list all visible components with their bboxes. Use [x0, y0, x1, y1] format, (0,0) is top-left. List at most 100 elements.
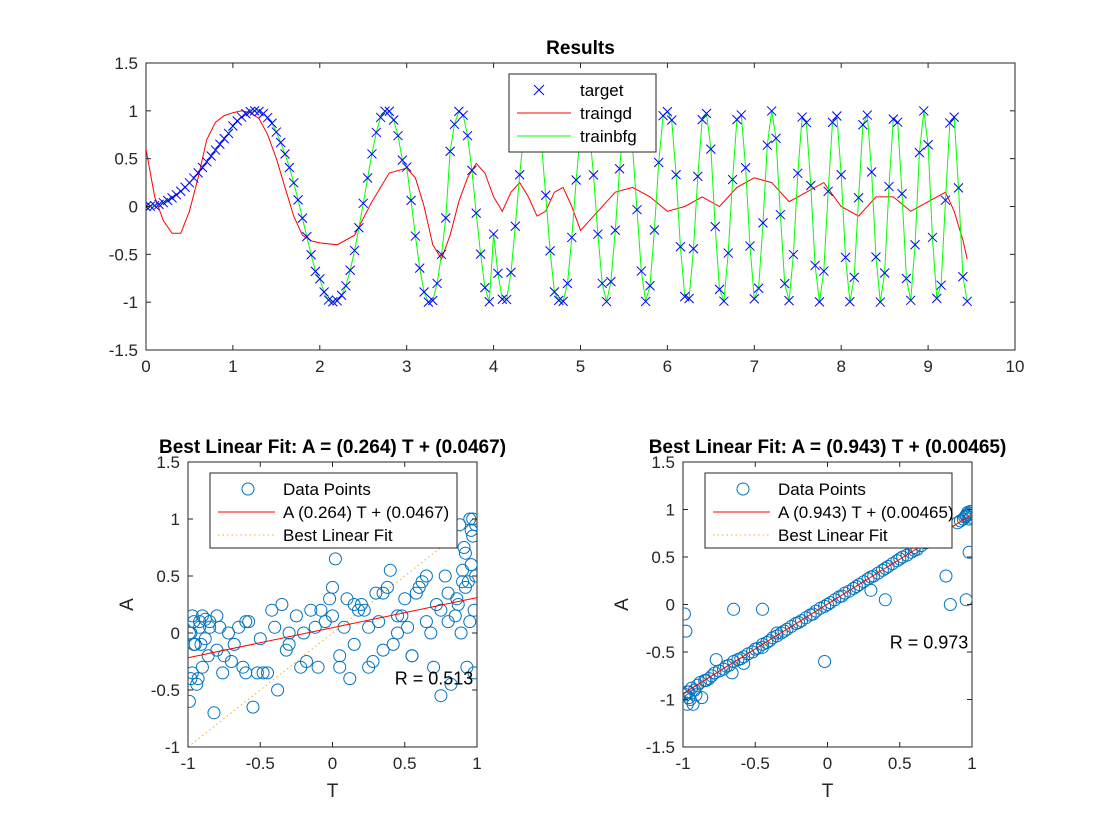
target-point-189	[962, 296, 973, 307]
y-tick-label-1-1: -0.5	[151, 681, 180, 700]
data-point-2-93	[756, 640, 769, 654]
data-point-1-36	[383, 563, 397, 577]
target-point-83	[501, 294, 512, 305]
target-point-62	[410, 231, 421, 241]
data-point-1-23	[289, 609, 303, 623]
target-point-151	[797, 112, 807, 122]
data-point-1-105	[347, 598, 361, 611]
data-point-2-98	[943, 598, 957, 611]
target-point-33	[284, 162, 295, 173]
y-axis-label-1: A	[117, 598, 138, 611]
data-point-1-100	[203, 620, 217, 634]
data-point-2-36	[799, 611, 813, 625]
target-point-28	[262, 112, 273, 123]
y-tick-label-1-4: 1	[171, 510, 180, 529]
target-point-78	[480, 282, 490, 293]
y-tick-label-1-3: 0.5	[156, 567, 180, 586]
target-point-47	[345, 265, 356, 276]
x-axis-label-1: T	[327, 781, 339, 802]
x-tick-label-0-1: 1	[228, 357, 237, 376]
data-point-2-62	[893, 552, 907, 566]
target-point-107	[606, 276, 616, 287]
target-point-169	[875, 297, 886, 307]
target-point-171	[884, 181, 894, 192]
target-point-94	[549, 287, 560, 297]
target-point-120	[662, 106, 673, 117]
x-tick-label-2-1: -0.5	[741, 754, 770, 773]
target-point-59	[397, 155, 408, 165]
target-point-117	[649, 225, 660, 235]
target-point-32	[280, 149, 290, 159]
data-point-1-86	[271, 683, 285, 697]
target-point-173	[892, 117, 903, 128]
plot-area-0	[146, 105, 973, 307]
data-point-1-84	[227, 637, 241, 651]
target-point-154	[810, 260, 820, 271]
x-tick-label-1-1: -0.5	[246, 754, 275, 773]
data-point-1-102	[279, 643, 293, 657]
data-point-1-19	[261, 666, 274, 680]
data-point-1-42	[427, 660, 441, 674]
legend-label-best-fit-1: Best Linear Fit	[283, 526, 393, 545]
data-point-1-119	[405, 649, 419, 663]
target-point-12	[193, 168, 203, 178]
data-point-2-92	[737, 656, 751, 670]
data-point-1-20	[268, 620, 282, 634]
target-point-128	[697, 114, 708, 125]
target-point-57	[388, 115, 399, 125]
data-point-1-61	[201, 649, 215, 663]
target-point-67	[432, 278, 442, 289]
target-point-162	[845, 296, 855, 307]
data-point-1-97	[458, 580, 472, 594]
target-point-55	[380, 106, 390, 117]
target-point-125	[684, 293, 694, 304]
target-point-172	[888, 114, 899, 124]
target-point-17	[215, 139, 225, 150]
x-tick-label-2-2: 0	[823, 754, 832, 773]
data-point-1-53	[464, 558, 477, 572]
data-point-1-56	[454, 626, 468, 640]
target-point-63	[414, 263, 425, 273]
target-point-114	[636, 266, 647, 276]
x-tick-label-0-8: 8	[836, 357, 845, 376]
data-point-2-94	[770, 626, 784, 640]
data-point-1-91	[372, 615, 386, 629]
target-point-49	[354, 222, 364, 233]
best-linear-fit-line-1	[188, 518, 477, 747]
target-point-152	[801, 117, 812, 128]
x-tick-label-2-3: 0.5	[888, 754, 912, 773]
target-point-7	[171, 189, 182, 200]
target-point-76	[471, 208, 482, 218]
data-point-1-68	[308, 620, 322, 634]
data-point-1-75	[409, 586, 423, 600]
r-value-annotation-2: R = 0.973	[890, 633, 969, 653]
data-point-2-82	[683, 607, 691, 621]
data-point-1-38	[398, 592, 412, 606]
target-point-122	[671, 169, 681, 180]
x-tick-label-1-3: 0.5	[393, 754, 417, 773]
y-tick-label-2-5: 1	[666, 501, 675, 520]
chart-panel-0: 0 1 2 3 4 5 6 7 8 9 10 -1.5 -1 -0.5 0 0.5 1 1.5 Results tar…	[109, 38, 1025, 376]
target-point-153	[805, 180, 816, 191]
data-point-1-87	[300, 655, 313, 668]
target-point-73	[458, 110, 469, 121]
data-point-1-3	[188, 694, 196, 708]
target-point-13	[197, 162, 208, 173]
target-point-143	[762, 140, 773, 151]
y-tick-label-0-1: -1	[123, 293, 138, 312]
data-point-1-120	[441, 615, 455, 629]
data-point-1-48	[458, 546, 472, 560]
target-point-113	[632, 204, 642, 215]
data-point-1-78	[450, 592, 464, 606]
target-point-79	[484, 296, 495, 307]
target-point-167	[866, 167, 877, 177]
target-point-159	[832, 111, 842, 121]
target-point-37	[301, 231, 312, 242]
y-tick-label-2-1: -1	[660, 691, 675, 710]
target-point-156	[818, 266, 829, 276]
legend-label-fit-2: A (0.943) T + (0.00465)	[778, 503, 954, 522]
target-point-64	[419, 287, 429, 297]
target-point-44	[332, 295, 343, 306]
target-point-105	[597, 278, 608, 289]
